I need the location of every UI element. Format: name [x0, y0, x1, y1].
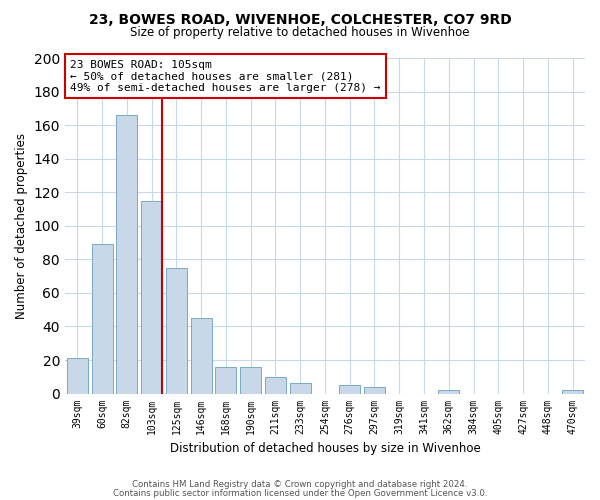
Bar	[116, 115, 137, 394]
Text: Size of property relative to detached houses in Wivenhoe: Size of property relative to detached ho…	[130, 26, 470, 39]
Bar	[339, 385, 360, 394]
X-axis label: Distribution of detached houses by size in Wivenhoe: Distribution of detached houses by size …	[170, 442, 481, 455]
Text: Contains public sector information licensed under the Open Government Licence v3: Contains public sector information licen…	[113, 489, 487, 498]
Bar	[364, 387, 385, 394]
Text: 23, BOWES ROAD, WIVENHOE, COLCHESTER, CO7 9RD: 23, BOWES ROAD, WIVENHOE, COLCHESTER, CO…	[89, 12, 511, 26]
Bar	[438, 390, 460, 394]
Bar	[240, 366, 261, 394]
Bar	[67, 358, 88, 394]
Text: Contains HM Land Registry data © Crown copyright and database right 2024.: Contains HM Land Registry data © Crown c…	[132, 480, 468, 489]
Bar	[265, 377, 286, 394]
Bar	[92, 244, 113, 394]
Bar	[290, 384, 311, 394]
Bar	[166, 268, 187, 394]
Bar	[562, 390, 583, 394]
Y-axis label: Number of detached properties: Number of detached properties	[15, 133, 28, 319]
Bar	[215, 366, 236, 394]
Bar	[141, 200, 162, 394]
Bar	[191, 318, 212, 394]
Text: 23 BOWES ROAD: 105sqm
← 50% of detached houses are smaller (281)
49% of semi-det: 23 BOWES ROAD: 105sqm ← 50% of detached …	[70, 60, 380, 93]
